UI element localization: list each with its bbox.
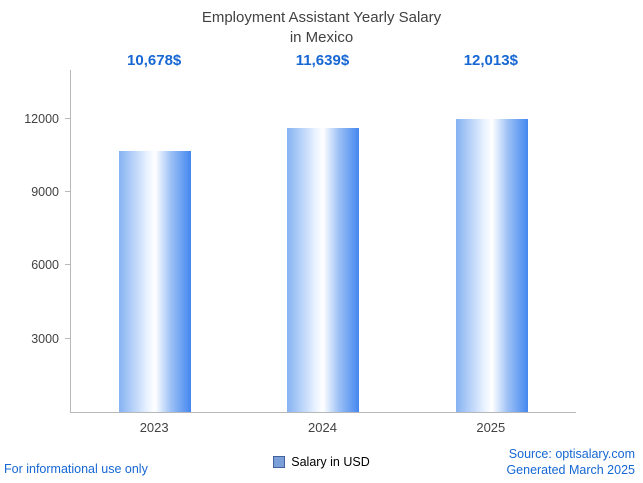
plot-area: 3000 6000 9000 12000 [24, 70, 576, 413]
bar-slot [239, 70, 407, 412]
bar-value-label: 11,639$ [295, 52, 350, 69]
bar-slot [71, 70, 239, 412]
chart-title-line1: Employment Assistant Yearly Salary [201, 9, 442, 26]
x-axis-label-2024: 2024 [308, 420, 337, 435]
chart-legend: Salary in USD [0, 455, 643, 469]
legend-swatch-icon [273, 456, 286, 468]
y-axis-tick-mark [65, 337, 71, 339]
bar-2024 [287, 127, 360, 412]
y-axis-tick-mark [65, 117, 71, 119]
y-axis-tick-label: 3000 [31, 331, 59, 346]
chart-title: Employment Assistant Yearly Salary in Me… [0, 8, 643, 49]
y-axis-tick-label: 9000 [31, 185, 59, 200]
chart-title-line2: in Mexico [289, 29, 354, 47]
bar-slot [408, 70, 576, 412]
x-axis-label-2025: 2025 [476, 420, 506, 435]
legend-label: Salary in USD [291, 455, 370, 469]
bar-2025 [455, 118, 528, 412]
bar-value-label: 10,678$ [127, 52, 182, 69]
y-axis-tick-mark [65, 191, 71, 193]
x-axis-label-2023: 2023 [139, 420, 169, 435]
bar-2023 [119, 151, 192, 412]
bars-row [71, 70, 576, 412]
y-axis-tick-label: 6000 [31, 258, 59, 273]
source-block: Source: optisalary.com Generated March 2… [506, 446, 635, 479]
y-axis-tick-label: 12000 [24, 111, 59, 126]
bar-value-label: 12,013$ [463, 52, 518, 69]
disclaimer-text: For informational use only [4, 462, 148, 476]
x-axis-labels-row: 2023 2024 2025 [70, 420, 575, 435]
y-axis-tick-mark [65, 264, 71, 266]
source-text: Source: optisalary.com [508, 447, 635, 461]
generated-text: Generated March 2025 [506, 463, 635, 478]
bar-value-labels-row: 10,678$ 11,639$ 12,013$ [70, 52, 575, 69]
